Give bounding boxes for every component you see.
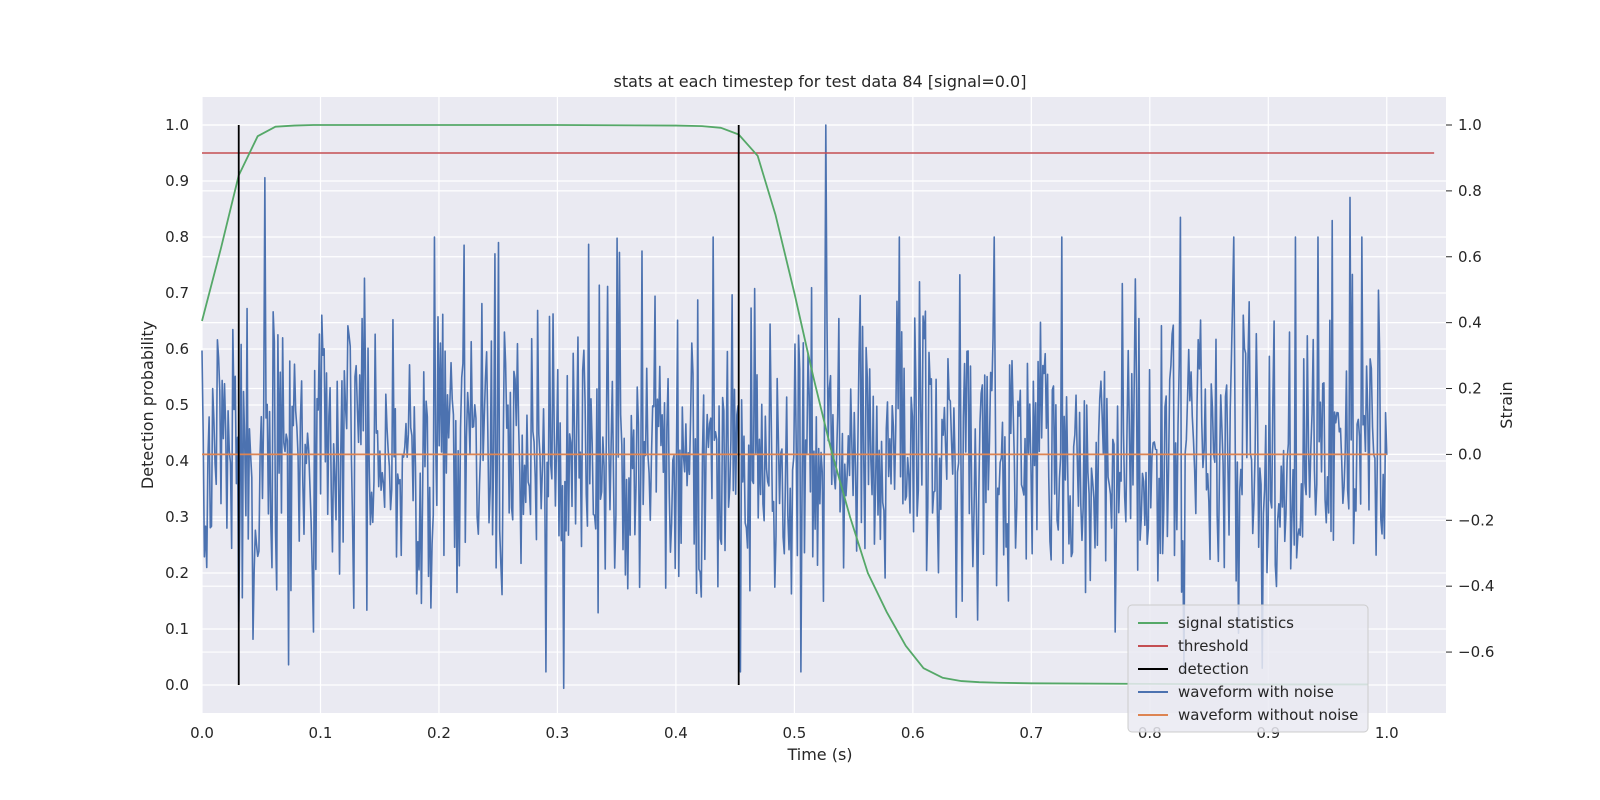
y-tick-label: 0.2	[165, 564, 189, 582]
x-tick-label: 1.0	[1375, 724, 1399, 742]
y2-tick-label: −0.4	[1458, 577, 1494, 595]
y-axis-label: Detection probability	[138, 321, 157, 489]
x-tick-label: 0.1	[309, 724, 333, 742]
y-tick-label: 1.0	[165, 116, 189, 134]
x-tick-label: 0.3	[545, 724, 569, 742]
legend-label: waveform without noise	[1178, 706, 1358, 724]
y2-tick-label: 0.8	[1458, 182, 1482, 200]
y2-tick-label: 0.4	[1458, 314, 1482, 332]
x-axis-label: Time (s)	[786, 745, 852, 764]
x-tick-label: 0.4	[664, 724, 688, 742]
legend: signal statistics threshold detection wavef…	[1127, 604, 1369, 733]
y2-tick-label: 0.6	[1458, 248, 1482, 266]
y-tick-label: 0.6	[165, 340, 189, 358]
y2-axis-label: Strain	[1497, 381, 1516, 428]
y-tick-label: 0.3	[165, 508, 189, 526]
y-tick-label: 0.4	[165, 452, 189, 470]
series-layer	[201, 124, 1435, 690]
x-tick-label: 0.7	[1019, 724, 1043, 742]
x-tick-label: 0.2	[427, 724, 451, 742]
chart-title: stats at each timestep for test data 84 …	[614, 72, 1027, 91]
y-tick-label: 0.9	[165, 172, 189, 190]
signal-statistics-line	[201, 124, 1368, 686]
y-tick-label: 0.8	[165, 228, 189, 246]
x-tick-label: 0.5	[782, 724, 806, 742]
legend-label: signal statistics	[1178, 614, 1294, 632]
legend-label: detection	[1178, 660, 1249, 678]
y2-tick-label: 0.0	[1458, 445, 1482, 463]
y-tick-label: 0.1	[165, 620, 189, 638]
ticks-layer: 0.0 0.1 0.2 0.3 0.4 0.5 0.6 0.7 0.8 0.9 1.0 0.0 0.1 0…	[165, 116, 1494, 742]
x-tick-label: 0.0	[190, 724, 214, 742]
legend-label: threshold	[1178, 637, 1249, 655]
y2-tick-label: −0.6	[1458, 643, 1494, 661]
y2-tick-label: −0.2	[1458, 511, 1494, 529]
legend-label: waveform with noise	[1178, 683, 1334, 701]
x-tick-label: 0.6	[901, 724, 925, 742]
y-tick-label: 0.7	[165, 284, 189, 302]
waveform-with-noise-line	[201, 124, 1388, 690]
y2-tick-label: 0.2	[1458, 380, 1482, 398]
legend-box	[1127, 604, 1369, 733]
y-tick-label: 0.5	[165, 396, 189, 414]
y-tick-label: 0.0	[165, 676, 189, 694]
y2-tick-label: 1.0	[1458, 116, 1482, 134]
